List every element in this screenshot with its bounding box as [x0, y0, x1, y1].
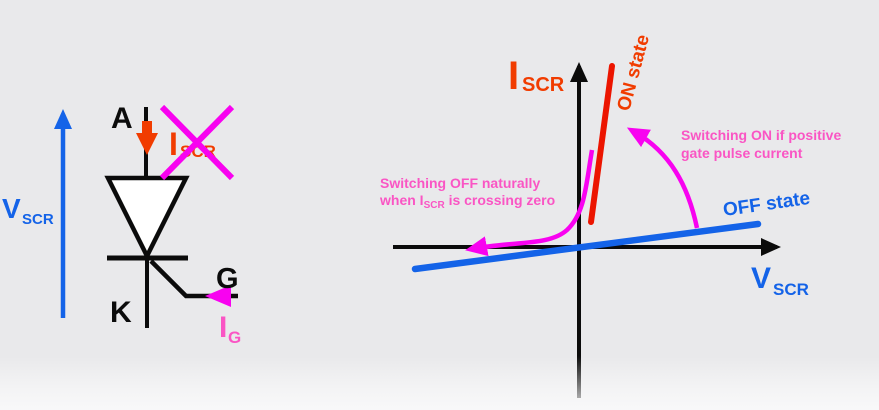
switch-off-note-line2: when ISCR is crossing zero	[379, 192, 555, 211]
switch-off-note: Switching OFF naturally when ISCR is cro…	[379, 175, 555, 211]
on-state-label: ON state	[614, 32, 655, 113]
iscr-label-main: I	[169, 126, 178, 162]
off-state-label: OFF state	[722, 188, 812, 221]
cathode-label: K	[110, 296, 132, 329]
anode-label: A	[111, 102, 133, 135]
on-state-line	[588, 63, 615, 225]
switch-off-note-line2-pre: when I	[379, 192, 424, 208]
vscr-label-main: V	[2, 193, 21, 224]
y-axis-label-main: I	[508, 54, 519, 98]
switch-off-curve-arrow	[465, 149, 595, 257]
iv-characteristic-panel: I SCR V SCR OFF state ON state Switching…	[379, 32, 841, 398]
switch-on-note-line2: gate pulse current	[681, 145, 803, 161]
ig-label-main: I	[219, 311, 227, 344]
ig-label-sub: G	[228, 328, 241, 347]
x-axis-label-sub: SCR	[773, 280, 809, 299]
x-axis-label-main: V	[751, 262, 771, 295]
off-state-line	[411, 220, 762, 273]
switch-off-note-line2-post: is crossing zero	[445, 192, 555, 208]
switch-off-note-line2-sub: SCR	[424, 200, 446, 211]
scr-symbol-panel: V SCR A I SCR K G I G	[2, 102, 241, 347]
thyristor-triangle	[104, 175, 190, 262]
vscr-label-sub: SCR	[22, 211, 54, 228]
y-axis-label-sub: SCR	[522, 74, 565, 96]
iscr-crossed-out-icon	[159, 104, 235, 181]
switch-on-note: Switching ON if positive gate pulse curr…	[681, 127, 841, 161]
switch-off-note-line1: Switching OFF naturally	[380, 175, 540, 191]
switch-on-note-line1: Switching ON if positive	[681, 127, 841, 143]
gate-label: G	[216, 263, 239, 295]
iscr-current-arrow	[136, 121, 158, 155]
gate-current-arrowhead	[205, 285, 231, 307]
switch-on-curve-arrow	[626, 127, 700, 229]
